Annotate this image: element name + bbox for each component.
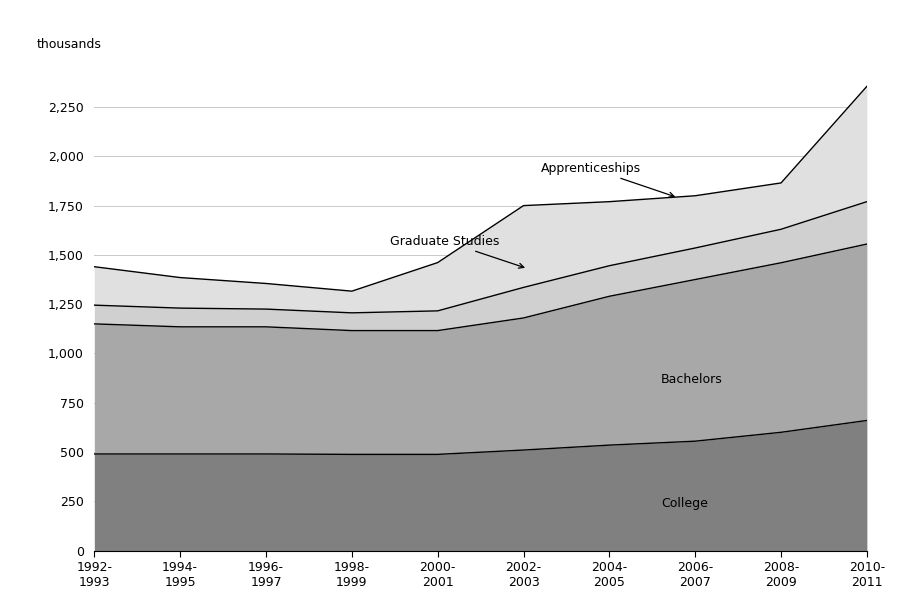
Text: Apprenticeships: Apprenticeships [541, 162, 674, 197]
Text: Bachelors: Bachelors [661, 373, 723, 385]
Text: thousands: thousands [36, 38, 101, 51]
Text: College: College [661, 496, 707, 510]
Text: Graduate Studies: Graduate Studies [391, 234, 524, 268]
